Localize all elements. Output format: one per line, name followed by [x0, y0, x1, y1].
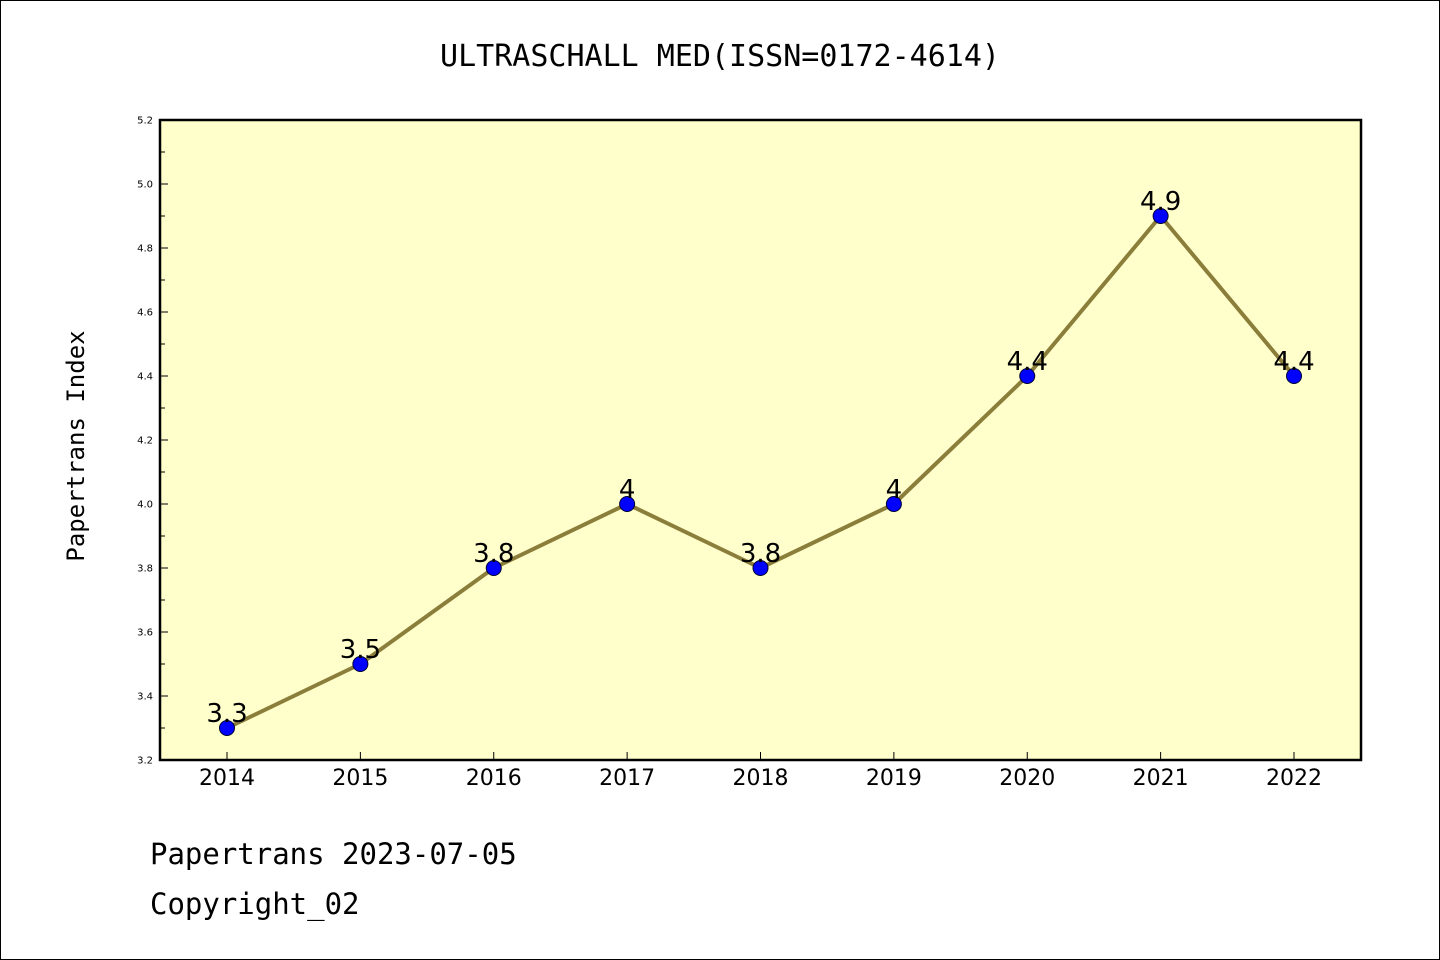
y-tick-label: 3.6 — [137, 628, 153, 639]
data-point-2020 — [1019, 368, 1036, 384]
x-axis: 2014 2015 2016 2017 2018 2019 2020 2021 2022 — [199, 752, 1322, 791]
data-point-2017 — [619, 496, 636, 512]
footer-copyright: Copyright_02 — [150, 887, 360, 922]
data-label-2019: 4 — [886, 475, 903, 505]
y-tick-label: 4.8 — [137, 244, 153, 255]
chart-title: ULTRASCHALL MED(ISSN=0172-4614) — [440, 39, 1000, 74]
y-tick-label: 4.6 — [137, 308, 153, 319]
data-label-2016: 3.8 — [473, 539, 514, 569]
x-tick-label: 2021 — [1133, 766, 1189, 791]
x-tick-label: 2020 — [999, 766, 1055, 791]
y-tick-label: 3.8 — [137, 564, 153, 575]
x-tick-label: 2017 — [599, 766, 655, 791]
y-tick-label: 4.2 — [137, 436, 153, 447]
y-axis-label: Papertrans Index — [62, 330, 90, 561]
y-tick-label: 3.4 — [137, 692, 153, 703]
y-tick-label: 5.0 — [137, 180, 153, 191]
data-label-2014: 3.3 — [206, 699, 247, 729]
x-tick-label: 2019 — [866, 766, 922, 791]
y-axis: 3.2 3.4 3.6 3.8 4.0 4.2 4.4 4.6 4.8 5.0 5.2 — [137, 116, 168, 767]
x-tick-label: 2022 — [1266, 766, 1322, 791]
markers-group — [219, 208, 1302, 736]
x-tick-label: 2014 — [199, 766, 255, 791]
data-label-2017: 4 — [619, 475, 636, 505]
y-tick-label: 4.4 — [137, 372, 153, 383]
footer-date: Papertrans 2023-07-05 — [150, 837, 517, 871]
y-tick-label: 5.2 — [137, 116, 153, 127]
data-label-2015: 3.5 — [340, 635, 381, 665]
data-point-2022 — [1286, 368, 1302, 384]
data-label-2021: 4.9 — [1140, 187, 1181, 217]
data-label-2020: 4.4 — [1007, 347, 1048, 377]
data-point-2018 — [752, 560, 769, 576]
data-point-2019 — [885, 496, 902, 512]
data-labels-group: 3.3 3.5 3.8 4 3.8 4 4.4 4.9 4.4 — [206, 187, 1314, 729]
data-point-2014 — [219, 720, 235, 736]
data-label-2018: 3.8 — [740, 539, 781, 569]
data-label-2022: 4.4 — [1273, 347, 1314, 377]
x-tick-label: 2018 — [733, 766, 789, 791]
data-point-2021 — [1152, 208, 1169, 224]
data-point-2016 — [485, 560, 502, 576]
y-tick-label: 3.2 — [137, 756, 153, 767]
y-tick-label: 4.0 — [137, 500, 153, 511]
plot-area — [158, 118, 1363, 762]
x-tick-label: 2016 — [466, 766, 522, 791]
x-tick-label: 2015 — [332, 766, 388, 791]
data-point-2015 — [352, 656, 369, 672]
